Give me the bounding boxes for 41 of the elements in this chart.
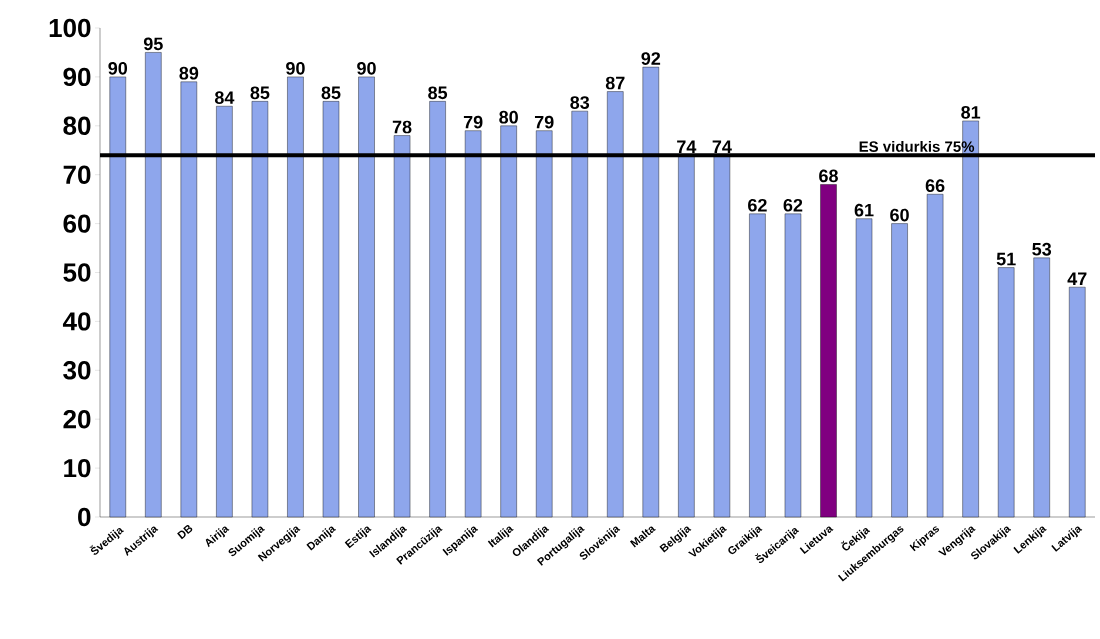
data-label: 90	[286, 61, 305, 75]
y-tick-label: 60	[63, 214, 91, 233]
data-label: 81	[961, 105, 981, 119]
data-label: 62	[783, 198, 803, 212]
data-label: 84	[214, 91, 235, 105]
data-label: 51	[996, 252, 1016, 266]
y-tick-label: 90	[63, 67, 91, 87]
data-label: 85	[250, 86, 270, 100]
data-label: 60	[890, 208, 909, 222]
data-label: 83	[570, 96, 590, 109]
data-label: 92	[641, 52, 661, 65]
y-tick-label: 100	[49, 18, 91, 38]
y-tick-label: 30	[63, 361, 91, 380]
data-label: 95	[143, 37, 163, 51]
data-label: 79	[463, 115, 483, 129]
data-label: 89	[179, 66, 199, 80]
y-tick-label: 0	[78, 507, 91, 527]
data-label: 68	[819, 169, 838, 183]
data-label: 62	[748, 198, 767, 212]
data-label: 74	[677, 140, 697, 153]
data-label: 47	[1067, 272, 1087, 285]
data-label: 90	[357, 61, 376, 75]
data-label: 78	[392, 120, 412, 134]
data-label: 80	[499, 110, 518, 124]
y-tick-label: 80	[63, 116, 91, 135]
ref-line-label: ES vidurkis 75%	[859, 140, 975, 152]
y-tick-label: 50	[63, 263, 91, 282]
data-label: 61	[854, 203, 874, 217]
data-label: 90	[108, 61, 128, 75]
data-label: 53	[1032, 242, 1052, 256]
y-tick-label: 20	[63, 409, 91, 429]
x-tick-label: DB	[177, 525, 193, 540]
data-label: 87	[605, 76, 625, 90]
data-label: 74	[712, 140, 732, 153]
data-label: 79	[534, 115, 554, 129]
y-tick-label: 40	[62, 312, 91, 331]
data-label: 66	[925, 179, 945, 193]
data-label: 85	[321, 86, 341, 100]
data-label: 85	[428, 86, 448, 100]
y-tick-label: 10	[64, 458, 91, 478]
y-tick-label: 70	[63, 165, 91, 184]
